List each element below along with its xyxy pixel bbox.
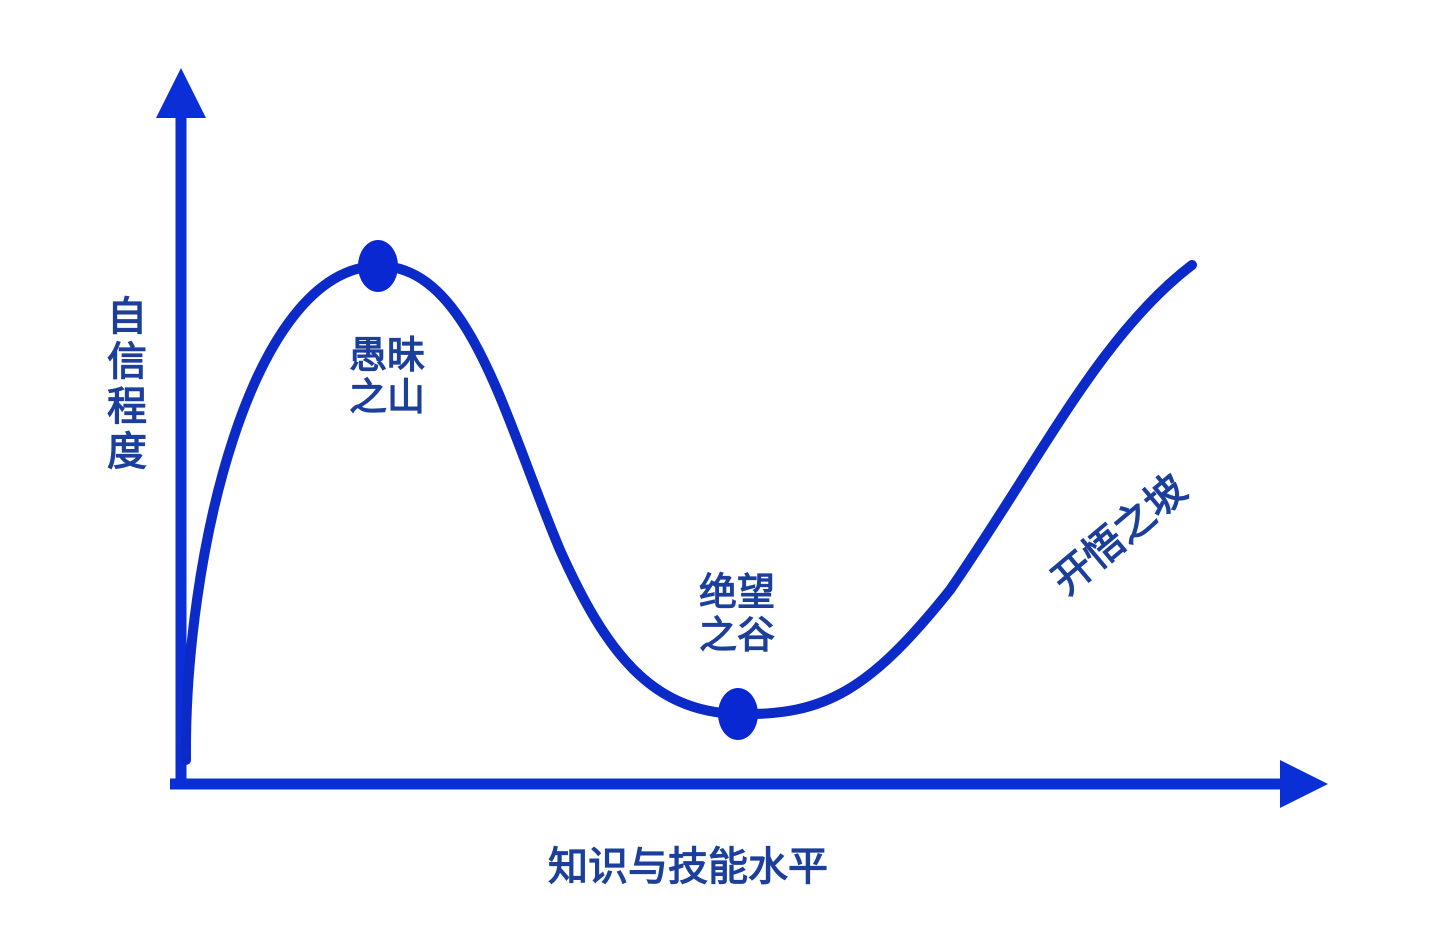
valley-label-line: 之谷 xyxy=(699,613,775,657)
valley-marker xyxy=(718,688,758,740)
peak-label-line: 之山 xyxy=(349,375,425,419)
x-axis-label: 知识与技能水平 xyxy=(548,844,828,890)
peak-marker xyxy=(358,240,398,292)
confidence-curve xyxy=(180,260,1197,765)
valley-label-line: 绝望 xyxy=(699,570,775,614)
y-axis-label-char: 度 xyxy=(107,429,147,475)
valley-label: 绝望 之谷 xyxy=(699,570,775,657)
y-axis-label-char: 自 xyxy=(107,294,147,340)
x-axis-arrow xyxy=(1280,760,1328,808)
peak-label-line: 愚昧 xyxy=(349,333,425,377)
y-axis-label: 自 信 程 度 xyxy=(107,294,147,475)
slope-label: 开悟之坡 xyxy=(1044,466,1196,604)
axes xyxy=(156,68,1328,808)
y-axis-arrow xyxy=(156,68,206,118)
y-axis-label-char: 程 xyxy=(107,384,147,430)
peak-label: 愚昧 之山 xyxy=(349,333,425,419)
y-axis-label-char: 信 xyxy=(107,339,147,385)
